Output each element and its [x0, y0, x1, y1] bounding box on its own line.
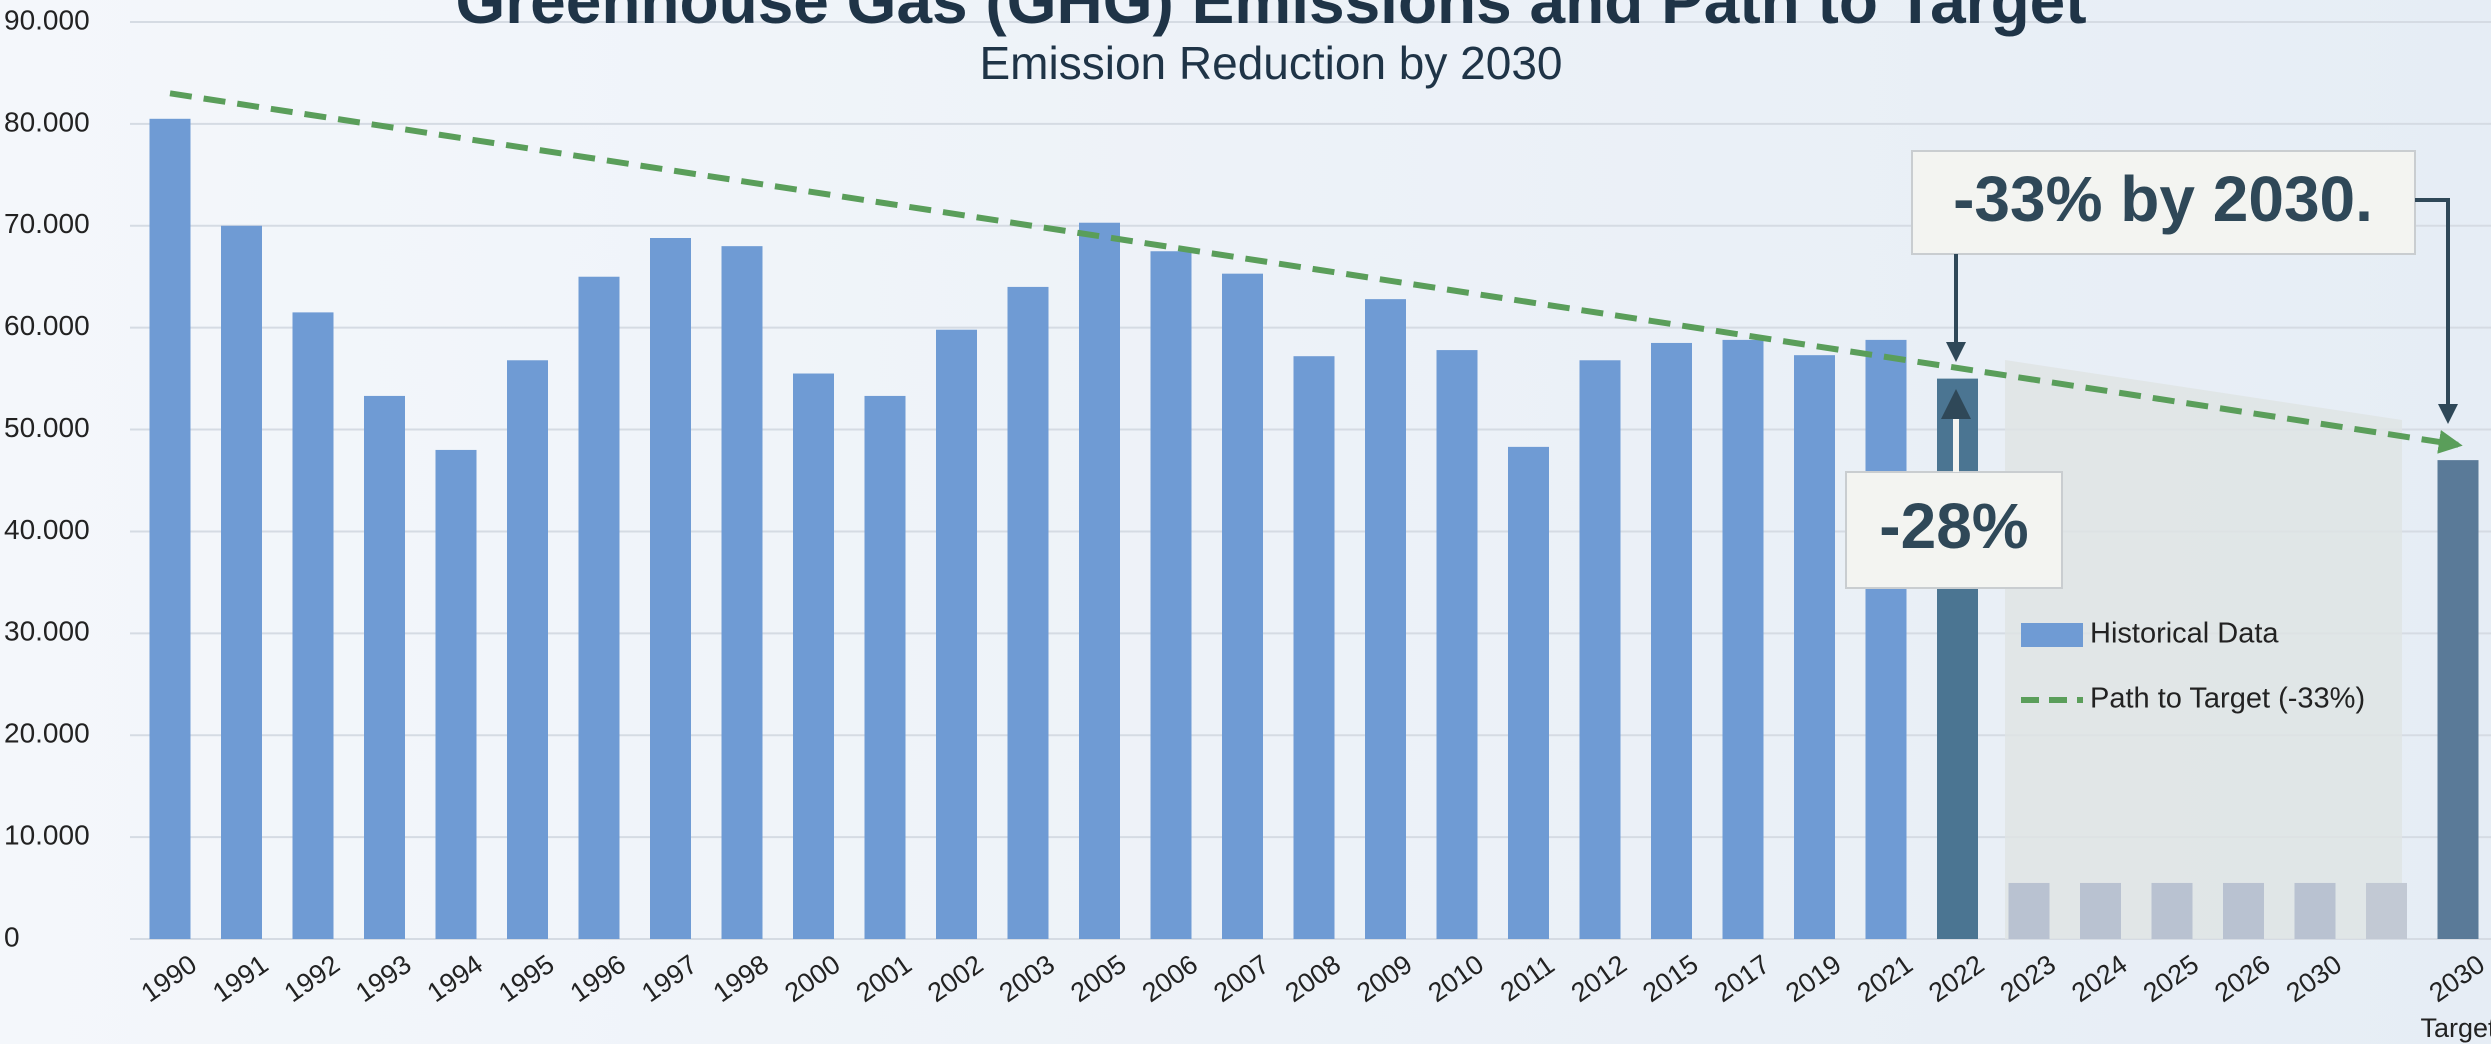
bar — [2151, 882, 2193, 939]
y-tick-label: 0 — [4, 921, 20, 952]
bar — [1865, 339, 1907, 940]
x-tick-sublabel: Target — [2420, 1013, 2491, 1043]
bar — [2008, 882, 2050, 939]
bar — [1293, 356, 1335, 939]
bar — [578, 276, 620, 939]
bar — [2437, 460, 2479, 939]
bar — [507, 360, 548, 939]
chart-title: Greenhouse Gas (GHG) Emissions and Path … — [455, 0, 2086, 37]
bar — [1079, 222, 1120, 939]
y-tick-label: 20.000 — [4, 718, 90, 749]
bar — [1222, 273, 1263, 940]
annotation-text: -33% by 2030. — [1953, 163, 2373, 235]
bar — [1722, 339, 1764, 940]
bar — [149, 118, 191, 940]
bar — [1365, 299, 1406, 939]
y-tick-label: 80.000 — [4, 106, 90, 137]
bar — [1794, 355, 1835, 940]
bar — [2294, 882, 2336, 939]
bar — [2366, 882, 2407, 939]
bar — [435, 449, 477, 939]
y-tick-label: 10.000 — [4, 820, 90, 851]
bar — [721, 246, 763, 940]
y-tick-label: 60.000 — [4, 310, 90, 341]
y-tick-label: 30.000 — [4, 616, 90, 647]
y-tick-label: 90.000 — [4, 4, 90, 35]
legend-label: Historical Data — [2090, 618, 2279, 650]
bar — [1579, 360, 1621, 939]
annotation-28: -28% — [1845, 389, 2063, 589]
bar — [793, 373, 834, 939]
target-path — [169, 90, 2463, 454]
y-tick-label: 50.000 — [4, 412, 90, 443]
bar — [221, 225, 262, 939]
y-tick-label: 70.000 — [4, 208, 90, 239]
chart-subtitle: Emission Reduction by 2030 — [980, 37, 1563, 89]
y-tick-label: 40.000 — [4, 514, 90, 545]
bar — [2223, 882, 2264, 939]
legend-swatch — [2021, 623, 2083, 647]
legend: Historical Data Path to Target (-33%) — [2021, 618, 2365, 715]
annotation-33: -33% by 2030. — [1911, 150, 2458, 424]
bar — [1007, 286, 1049, 939]
legend-label: Path to Target (-33%) — [2090, 683, 2365, 715]
bar — [364, 395, 405, 939]
bar — [1436, 350, 1478, 939]
annotation-text: -28% — [1879, 490, 2028, 562]
bar — [1508, 446, 1549, 939]
bar — [864, 395, 906, 939]
bar — [2080, 882, 2121, 939]
bar — [650, 238, 691, 939]
future-region — [2005, 360, 2402, 939]
bar — [1150, 251, 1192, 939]
bar — [1651, 342, 1692, 939]
bar — [936, 329, 977, 939]
bar — [292, 312, 334, 940]
